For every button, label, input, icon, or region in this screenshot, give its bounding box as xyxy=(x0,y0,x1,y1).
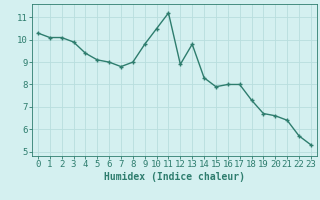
X-axis label: Humidex (Indice chaleur): Humidex (Indice chaleur) xyxy=(104,172,245,182)
